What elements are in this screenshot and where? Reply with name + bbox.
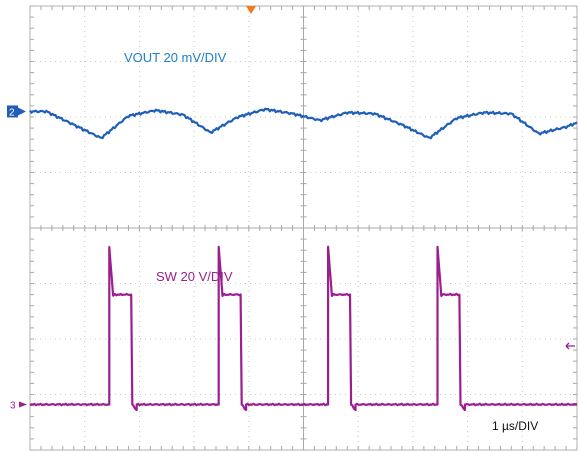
vout-series-label: VOUT 20 mV/DIV (124, 50, 227, 65)
trigger-level-arrow-icon (565, 342, 575, 350)
channel-2-marker (7, 105, 18, 118)
channel-2-marker-label: 2 (9, 107, 15, 118)
channel-3-arrow-icon (19, 401, 27, 408)
timebase-label: 1 µs/DIV (492, 419, 538, 433)
channel-3-marker-label: 3 (10, 400, 16, 411)
sw-trace (29, 245, 578, 412)
sw-series-label: SW 20 V/DIV (156, 269, 233, 284)
channel-2-arrow-icon (18, 107, 26, 116)
markers: 23 (7, 6, 575, 411)
vout-trace (29, 107, 578, 140)
traces (29, 107, 578, 412)
trigger-position-icon (246, 6, 256, 14)
graticule (29, 5, 578, 451)
